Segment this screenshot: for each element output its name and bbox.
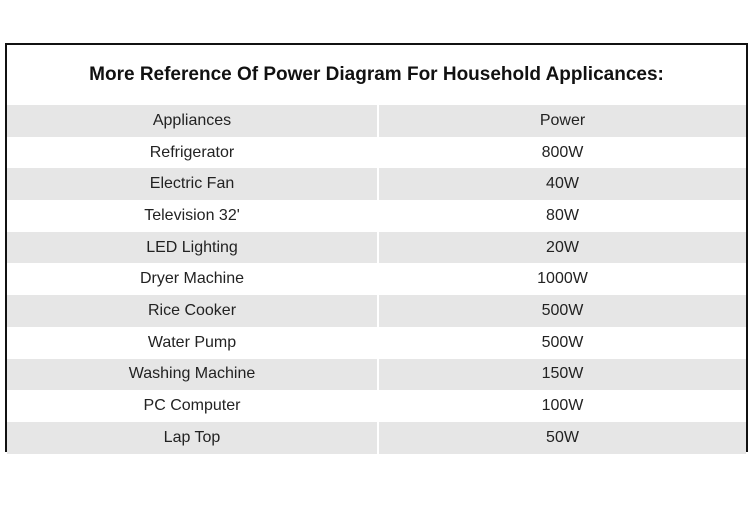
power-cell: 20W: [378, 231, 746, 264]
power-cell: 500W: [378, 295, 746, 327]
table-row: LED Lighting 20W: [7, 231, 746, 264]
table-title: More Reference Of Power Diagram For Hous…: [89, 64, 664, 85]
table-row: Dryer Machine 1000W: [7, 263, 746, 296]
header-power: Power: [378, 105, 746, 137]
header-appliances: Appliances: [7, 105, 379, 137]
appliance-cell: Refrigerator: [7, 136, 379, 169]
power-reference-table-frame: More Reference Of Power Diagram For Hous…: [5, 43, 748, 454]
appliance-cell: Lap Top: [7, 421, 379, 454]
appliance-cell: PC Computer: [7, 390, 379, 422]
table-row: Refrigerator 800W: [7, 136, 746, 169]
power-cell: 100W: [541, 397, 584, 415]
appliance-cell: Dryer Machine: [7, 263, 379, 296]
table-row: Washing Machine 150W: [7, 358, 746, 391]
appliance-cell: Electric Fan: [7, 168, 379, 201]
power-cell: 80W: [546, 206, 579, 224]
power-cell: 40W: [378, 168, 746, 201]
power-table: Appliances Power Refrigerator 800W Electri…: [7, 105, 746, 454]
power-cell: 800W: [541, 143, 584, 161]
power-cell: 1000W: [537, 270, 588, 288]
table-row: Electric Fan 40W: [7, 168, 746, 201]
table-row: Lap Top 50W: [7, 421, 746, 454]
appliance-cell: LED Lighting: [7, 231, 379, 264]
power-cell: 50W: [378, 421, 746, 454]
header-row: Appliances Power: [7, 105, 746, 137]
table-row: Water Pump 500W: [7, 326, 746, 359]
appliance-cell: Washing Machine: [7, 358, 379, 391]
table-row: Television 32' 80W: [7, 200, 746, 232]
appliance-cell: Rice Cooker: [7, 295, 379, 327]
table-row: Rice Cooker 500W: [7, 295, 746, 327]
power-cell: 500W: [541, 333, 584, 351]
appliance-cell: Water Pump: [7, 326, 379, 359]
appliance-cell: Television 32': [7, 200, 379, 232]
table-row: PC Computer 100W: [7, 390, 746, 422]
power-cell: 150W: [378, 358, 746, 391]
